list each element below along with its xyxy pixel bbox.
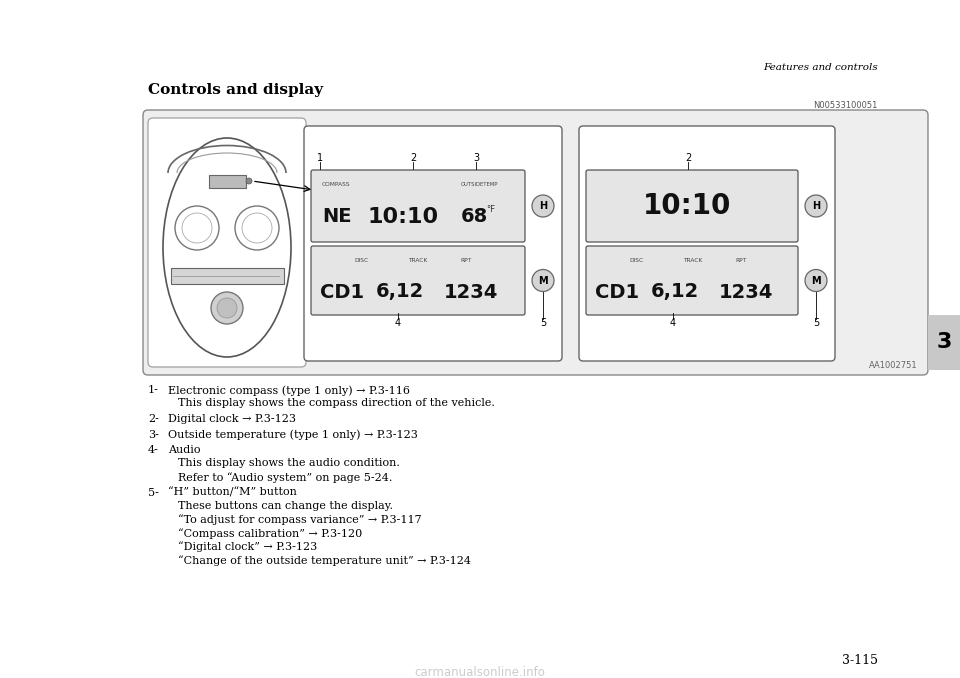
- Text: N00533100051: N00533100051: [814, 100, 878, 110]
- Text: 5: 5: [540, 318, 546, 328]
- Text: “Compass calibration” → P.3-120: “Compass calibration” → P.3-120: [178, 528, 362, 539]
- Text: TRACK: TRACK: [408, 258, 427, 262]
- Text: TRACK: TRACK: [683, 258, 703, 262]
- Text: 1234: 1234: [719, 283, 773, 302]
- Text: This display shows the audio condition.: This display shows the audio condition.: [178, 458, 400, 468]
- Text: CD1: CD1: [320, 283, 364, 302]
- Text: H: H: [539, 201, 547, 211]
- Text: 2-: 2-: [148, 414, 158, 424]
- Circle shape: [805, 269, 827, 292]
- Text: “Digital clock” → P.3-123: “Digital clock” → P.3-123: [178, 542, 317, 553]
- Circle shape: [211, 292, 243, 324]
- FancyBboxPatch shape: [311, 170, 525, 242]
- Text: M: M: [539, 275, 548, 285]
- Text: RPT: RPT: [735, 258, 746, 262]
- Text: “H” button/“M” button: “H” button/“M” button: [168, 487, 297, 498]
- Text: M: M: [811, 275, 821, 285]
- Text: AA1002751: AA1002751: [870, 361, 918, 370]
- Text: 3: 3: [473, 153, 479, 163]
- Text: 5-: 5-: [148, 487, 158, 498]
- Circle shape: [532, 195, 554, 217]
- Text: RPT: RPT: [460, 258, 471, 262]
- Text: 6,12: 6,12: [376, 283, 424, 302]
- FancyBboxPatch shape: [148, 118, 306, 367]
- Text: H: H: [812, 201, 820, 211]
- FancyBboxPatch shape: [586, 246, 798, 315]
- Text: 1234: 1234: [444, 283, 498, 302]
- Text: COMPASS: COMPASS: [322, 182, 350, 186]
- Text: carmanualsonline.info: carmanualsonline.info: [415, 666, 545, 678]
- Text: “Change of the outside temperature unit” → P.3-124: “Change of the outside temperature unit”…: [178, 555, 471, 565]
- Text: OUTSIDETEMP: OUTSIDETEMP: [461, 182, 498, 186]
- Text: “To adjust for compass variance” → P.3-117: “To adjust for compass variance” → P.3-1…: [178, 515, 421, 525]
- Text: 2: 2: [684, 153, 691, 163]
- Text: DISC: DISC: [354, 258, 368, 262]
- Text: 3: 3: [936, 332, 951, 352]
- Text: 1-: 1-: [148, 385, 158, 395]
- Text: Outside temperature (type 1 only) → P.3-123: Outside temperature (type 1 only) → P.3-…: [168, 429, 418, 440]
- FancyBboxPatch shape: [171, 268, 283, 283]
- Text: Digital clock → P.3-123: Digital clock → P.3-123: [168, 414, 296, 424]
- Text: Refer to “Audio system” on page 5-24.: Refer to “Audio system” on page 5-24.: [178, 472, 393, 483]
- Circle shape: [532, 269, 554, 292]
- Text: This display shows the compass direction of the vehicle.: This display shows the compass direction…: [178, 399, 494, 409]
- Text: Features and controls: Features and controls: [763, 64, 878, 73]
- Text: 4: 4: [670, 318, 676, 328]
- Text: Controls and display: Controls and display: [148, 83, 324, 97]
- FancyBboxPatch shape: [208, 174, 246, 188]
- Text: 3-: 3-: [148, 429, 158, 439]
- Text: CD1: CD1: [595, 283, 639, 302]
- Text: 5: 5: [813, 318, 819, 328]
- FancyBboxPatch shape: [579, 126, 835, 361]
- Text: These buttons can change the display.: These buttons can change the display.: [178, 501, 393, 511]
- Text: DISC: DISC: [629, 258, 643, 262]
- Text: °F: °F: [486, 205, 495, 214]
- Text: NE: NE: [322, 207, 351, 226]
- FancyBboxPatch shape: [586, 170, 798, 242]
- FancyBboxPatch shape: [304, 126, 562, 361]
- Text: 10:10: 10:10: [643, 192, 732, 220]
- Circle shape: [217, 298, 237, 318]
- Text: 6,12: 6,12: [651, 283, 699, 302]
- Text: Audio: Audio: [168, 445, 201, 455]
- Circle shape: [805, 195, 827, 217]
- Text: Type 1: Type 1: [313, 134, 351, 146]
- Text: 1: 1: [317, 153, 324, 163]
- Text: Electronic compass (type 1 only) → P.3-116: Electronic compass (type 1 only) → P.3-1…: [168, 385, 410, 395]
- Text: 68: 68: [461, 207, 489, 226]
- Text: 10:10: 10:10: [368, 207, 439, 227]
- Text: 2: 2: [410, 153, 416, 163]
- FancyBboxPatch shape: [311, 246, 525, 315]
- Text: 3-115: 3-115: [842, 654, 878, 666]
- Circle shape: [246, 178, 252, 184]
- FancyBboxPatch shape: [928, 315, 960, 370]
- Text: Type 2: Type 2: [588, 134, 626, 146]
- Text: 4: 4: [395, 318, 401, 328]
- FancyBboxPatch shape: [143, 110, 928, 375]
- Text: 4-: 4-: [148, 445, 158, 455]
